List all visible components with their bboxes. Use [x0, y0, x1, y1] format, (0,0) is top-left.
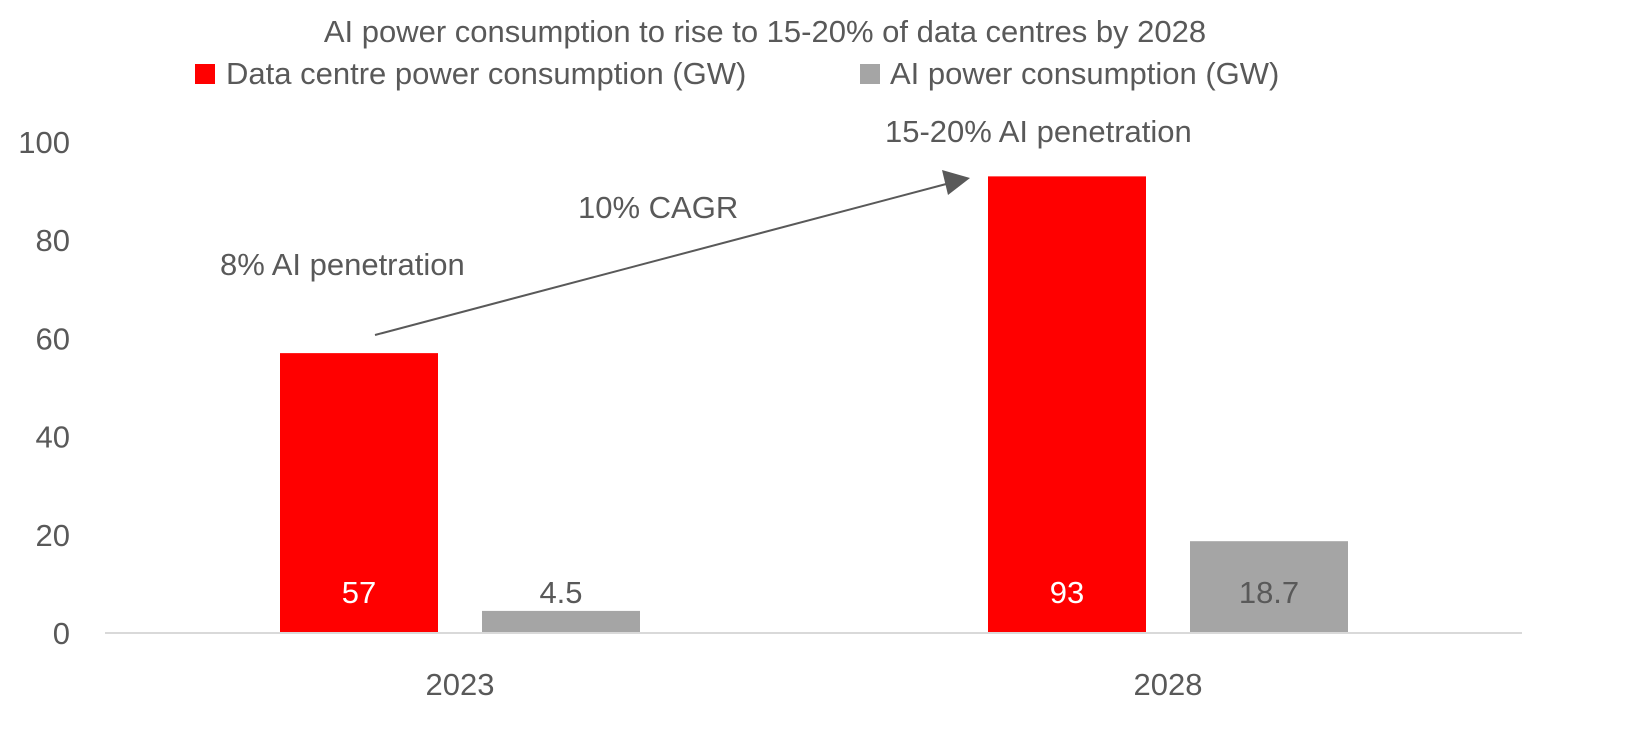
y-tick-label: 0: [53, 616, 70, 651]
bar-ai-2023: [482, 610, 640, 633]
data-label: 93: [1050, 575, 1084, 610]
x-tick-label: 2023: [426, 667, 495, 702]
bar-ai-2028: [1190, 541, 1348, 633]
legend-label-ai: AI power consumption (GW): [890, 56, 1279, 91]
y-tick-label: 100: [18, 125, 70, 160]
data-label: 4.5: [539, 575, 582, 610]
data-label: 57: [342, 575, 376, 610]
legend-swatch-data-centre: [195, 64, 215, 84]
y-tick-label: 60: [36, 321, 70, 356]
data-label: 18.7: [1239, 575, 1299, 610]
cagr-arrow: [374, 182, 951, 336]
x-tick-label: 2028: [1134, 667, 1203, 702]
legend-swatch-ai: [860, 64, 880, 84]
y-tick-label: 40: [36, 420, 70, 455]
annotation-cagr: 10% CAGR: [578, 190, 738, 225]
bar-data-centre-2023: [280, 353, 438, 633]
y-tick-label: 20: [36, 518, 70, 553]
annotation-8pct: 8% AI penetration: [220, 247, 465, 282]
chart-title: AI power consumption to rise to 15-20% o…: [324, 14, 1206, 49]
legend-label-data-centre: Data centre power consumption (GW): [226, 56, 746, 91]
cagr-arrowhead: [942, 170, 970, 195]
annotation-15-20pct: 15-20% AI penetration: [885, 114, 1192, 149]
legend: Data centre power consumption (GW) AI po…: [195, 56, 1279, 91]
y-tick-label: 80: [36, 223, 70, 258]
bar-data-centre-2028: [988, 176, 1146, 633]
